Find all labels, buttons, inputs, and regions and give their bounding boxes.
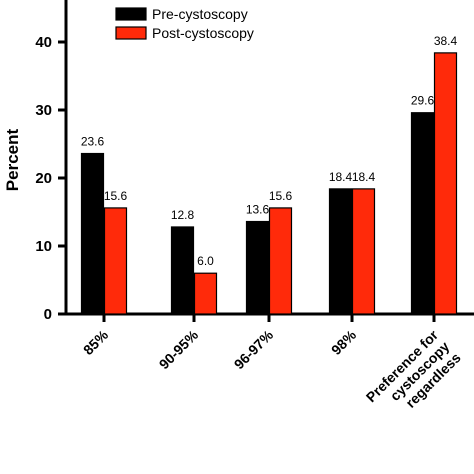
- chart-legend: Pre-cystoscopy Post-cystoscopy: [115, 6, 254, 41]
- bar-value-label: 38.4: [434, 34, 458, 48]
- chart-axes: 0 10 20 30 40: [35, 0, 474, 323]
- y-tick-label: 30: [35, 102, 52, 119]
- bar-value-label: 18.4: [352, 170, 376, 184]
- x-category-label: 85%: [80, 326, 112, 358]
- bar-value-label: 23.6: [81, 135, 105, 149]
- legend-swatch: [115, 26, 147, 40]
- bar-pre: [245, 220, 270, 315]
- bar-value-label: 15.6: [104, 189, 128, 203]
- y-tick-label: 0: [44, 306, 52, 323]
- x-category-label: Preference forcystoscopyregardless: [363, 326, 464, 427]
- bar-pre: [410, 112, 435, 315]
- bar-post: [268, 207, 293, 315]
- x-category-label: 98%: [328, 326, 360, 358]
- x-category-label: 96-97%: [231, 326, 277, 372]
- bar-value-label: 13.6: [246, 203, 270, 217]
- x-category-label-line: 85%: [80, 326, 112, 358]
- y-tick-label: 20: [35, 170, 52, 187]
- bar-value-label: 12.8: [171, 208, 195, 222]
- bar-pre: [170, 226, 195, 315]
- bar-pre: [328, 188, 353, 315]
- x-category-label-line: 90-95%: [156, 326, 202, 372]
- bar-value-label: 6.0: [197, 254, 214, 268]
- bar-post: [103, 207, 128, 315]
- legend-label: Post-cystoscopy: [152, 25, 254, 41]
- y-tick-label: 10: [35, 238, 52, 255]
- bar-post: [193, 272, 218, 315]
- legend-label: Pre-cystoscopy: [152, 6, 248, 22]
- legend-swatch: [115, 7, 147, 21]
- x-category-label-line: 98%: [328, 326, 360, 358]
- bar-value-label: 18.4: [329, 170, 353, 184]
- chart-bars: [80, 52, 458, 315]
- x-category-label-line: 96-97%: [231, 326, 277, 372]
- bar-value-label: 29.6: [411, 94, 435, 108]
- x-category-label: 90-95%: [156, 326, 202, 372]
- bar-post: [351, 188, 376, 315]
- y-tick-label: 40: [35, 34, 52, 51]
- bar-value-label: 15.6: [269, 189, 293, 203]
- bar-pre: [80, 152, 105, 315]
- y-axis-title: Percent: [3, 128, 22, 191]
- bar-post: [433, 52, 458, 315]
